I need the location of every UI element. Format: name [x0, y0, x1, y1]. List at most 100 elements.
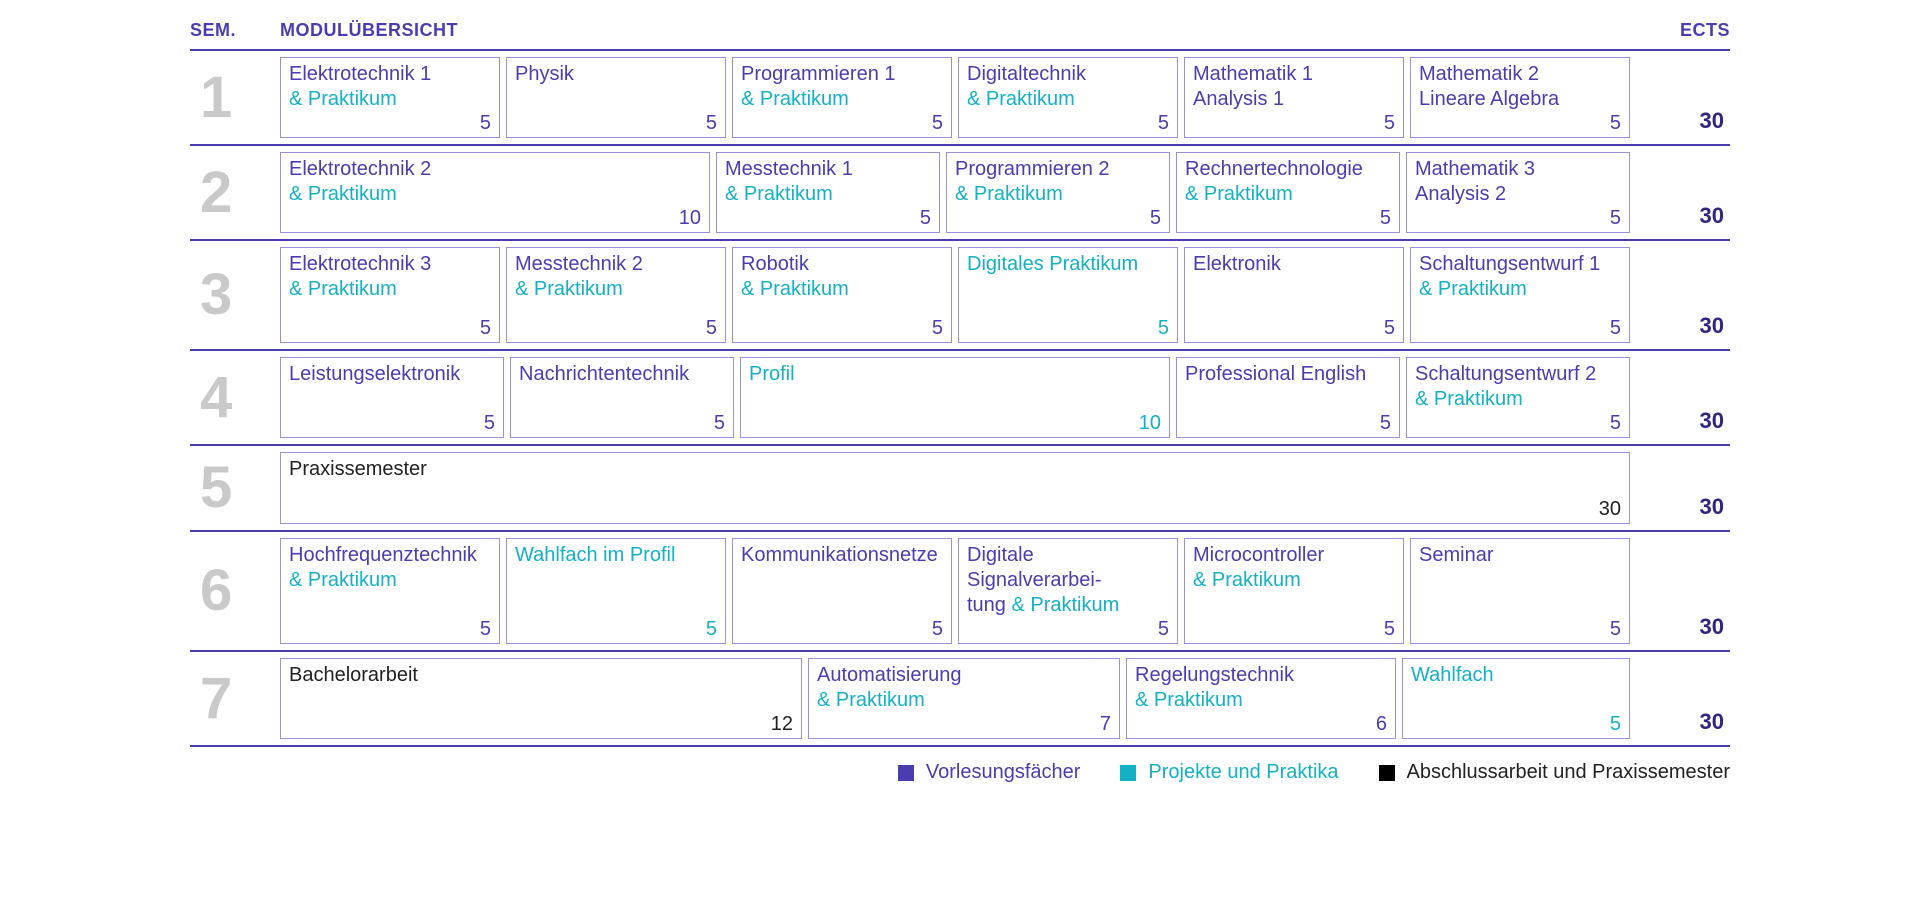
module-ects: 5 — [1380, 207, 1391, 230]
module-title-line: & Praktikum — [1185, 182, 1391, 207]
module-ects: 5 — [480, 112, 491, 135]
module-box: Seminar 5 — [1410, 538, 1630, 644]
module-title-line: Elektrotechnik 3 — [289, 252, 491, 277]
modules-container: Praxissemester30 — [280, 452, 1630, 524]
module-title-line: Elektrotechnik 1 — [289, 62, 491, 87]
module-title-line: Profil — [749, 362, 1161, 387]
module-box: Schaltungsentwurf 2& Praktikum5 — [1406, 357, 1630, 438]
module-box: Mathematik 2Lineare Algebra5 — [1410, 57, 1630, 138]
module-ects: 6 — [1376, 713, 1387, 736]
module-ects: 5 — [480, 618, 491, 641]
module-box: Digitaltechnik& Praktikum5 — [958, 57, 1178, 138]
module-title-line: Nachrichtentechnik — [519, 362, 725, 387]
module-title-line: & Praktikum — [1193, 568, 1395, 593]
module-ects: 5 — [1384, 618, 1395, 641]
legend-label: Projekte und Praktika — [1148, 761, 1338, 784]
semester-row: 5Praxissemester3030 — [190, 446, 1730, 532]
semester-total-ects: 30 — [1630, 357, 1730, 438]
module-box: Leistungselektronik5 — [280, 357, 504, 438]
module-box: Automatisierung& Praktikum7 — [808, 658, 1120, 739]
module-title-line: Professional English — [1185, 362, 1391, 387]
module-title-line: Bachelorarbeit — [289, 663, 793, 688]
module-title-line: Leistungselektronik — [289, 362, 495, 387]
module-title-line: Digitales Praktikum — [967, 252, 1169, 277]
module-ects: 5 — [932, 112, 943, 135]
module-title-line: Analysis 2 — [1415, 182, 1621, 207]
module-box: Messtechnik 2& Praktikum 5 — [506, 247, 726, 343]
legend-swatch — [898, 765, 914, 781]
module-ects: 5 — [480, 317, 491, 340]
module-title-line: Automatisierung — [817, 663, 1111, 688]
legend-item: Projekte und Praktika — [1120, 761, 1338, 784]
module-title-line: & Praktikum — [741, 87, 943, 112]
module-title-line: Lineare Algebra — [1419, 87, 1621, 112]
module-title-line: & Praktikum — [515, 277, 717, 302]
module-title-line: & Praktikum — [289, 182, 701, 207]
module-box: Digitale Signalverarbei-tung & Praktikum… — [958, 538, 1178, 644]
legend-label: Vorlesungsfächer — [926, 761, 1081, 784]
module-ects: 5 — [1610, 112, 1621, 135]
module-box: Regelungstechnik& Praktikum6 — [1126, 658, 1396, 739]
module-box: Professional English 5 — [1176, 357, 1400, 438]
module-box: Mathematik 3Analysis 25 — [1406, 152, 1630, 233]
curriculum-table: SEM. MODULÜBERSICHT ECTS 1 Elektrotechnik… — [190, 20, 1730, 784]
module-ects: 5 — [1158, 112, 1169, 135]
module-ects: 5 — [706, 317, 717, 340]
module-title-line: Seminar — [1419, 543, 1621, 568]
module-ects: 5 — [1610, 618, 1621, 641]
module-box: Programmieren 2& Praktikum5 — [946, 152, 1170, 233]
header-sem: SEM. — [190, 20, 280, 41]
module-title-line: & Praktikum — [1419, 277, 1621, 302]
module-title-line: Elektrotechnik 2 — [289, 157, 701, 182]
module-title-line: & Praktikum — [1415, 387, 1621, 412]
module-ects: 5 — [932, 618, 943, 641]
module-box: Elektrotechnik 3& Praktikum 5 — [280, 247, 500, 343]
semester-number: 3 — [190, 247, 280, 343]
module-title-line: & Praktikum — [817, 688, 1111, 713]
table-header: SEM. MODULÜBERSICHT ECTS — [190, 20, 1730, 51]
semester-row: 7Bachelorarbeit12Automatisierung& Prakti… — [190, 652, 1730, 747]
semester-number: 5 — [190, 452, 280, 524]
module-title-line: & Praktikum — [967, 87, 1169, 112]
semester-total-ects: 30 — [1630, 452, 1730, 524]
module-title-line: Schaltungsentwurf 2 — [1415, 362, 1621, 387]
module-ects: 5 — [932, 317, 943, 340]
header-title: MODULÜBERSICHT — [280, 20, 1630, 41]
module-title-line: Analysis 1 — [1193, 87, 1395, 112]
module-box: Physik 5 — [506, 57, 726, 138]
module-ects: 5 — [1610, 207, 1621, 230]
modules-container: Elektrotechnik 1& Praktikum5Physik5Progr… — [280, 57, 1630, 138]
module-ects: 10 — [1139, 412, 1161, 435]
module-title-line: Kommunikationsnetze — [741, 543, 943, 568]
header-ects: ECTS — [1630, 20, 1730, 41]
module-title-line: Physik — [515, 62, 717, 87]
module-title-line: Digitaltechnik — [967, 62, 1169, 87]
module-title-line: Mathematik 2 — [1419, 62, 1621, 87]
module-box: Praxissemester30 — [280, 452, 1630, 524]
module-title-line: & Praktikum — [289, 87, 491, 112]
module-title-line: Rechnertechnologie — [1185, 157, 1391, 182]
modules-container: Hochfrequenztechnik & Praktikum 5 Wahlfach … — [280, 538, 1630, 644]
module-ects: 5 — [1380, 412, 1391, 435]
module-ects: 5 — [706, 112, 717, 135]
legend-item: Abschlussarbeit und Praxissemester — [1379, 761, 1730, 784]
module-title-line: Mathematik 1 — [1193, 62, 1395, 87]
modules-container: Bachelorarbeit12Automatisierung& Praktik… — [280, 658, 1630, 739]
module-ects: 5 — [1158, 618, 1169, 641]
semester-row: 3Elektrotechnik 3& Praktikum5Messtechnik… — [190, 241, 1730, 351]
module-title-line: & Praktikum — [289, 277, 491, 302]
module-box: Profil 10 — [740, 357, 1170, 438]
module-title-line: Messtechnik 2 — [515, 252, 717, 277]
module-ects: 30 — [1599, 498, 1621, 521]
module-box: Robotik& Praktikum5 — [732, 247, 952, 343]
module-ects: 7 — [1100, 713, 1111, 736]
module-ects: 5 — [1610, 412, 1621, 435]
module-box: Wahlfach im Profil5 — [506, 538, 726, 644]
module-box: Schaltungsentwurf 1& Praktikum5 — [1410, 247, 1630, 343]
module-title-line: Hochfrequenztechnik — [289, 543, 491, 568]
semester-number: 7 — [190, 658, 280, 739]
semester-number: 1 — [190, 57, 280, 138]
modules-container: Elektrotechnik 3& Praktikum5Messtechnik … — [280, 247, 1630, 343]
module-ects: 12 — [771, 713, 793, 736]
module-title-line: & Praktikum — [1135, 688, 1387, 713]
